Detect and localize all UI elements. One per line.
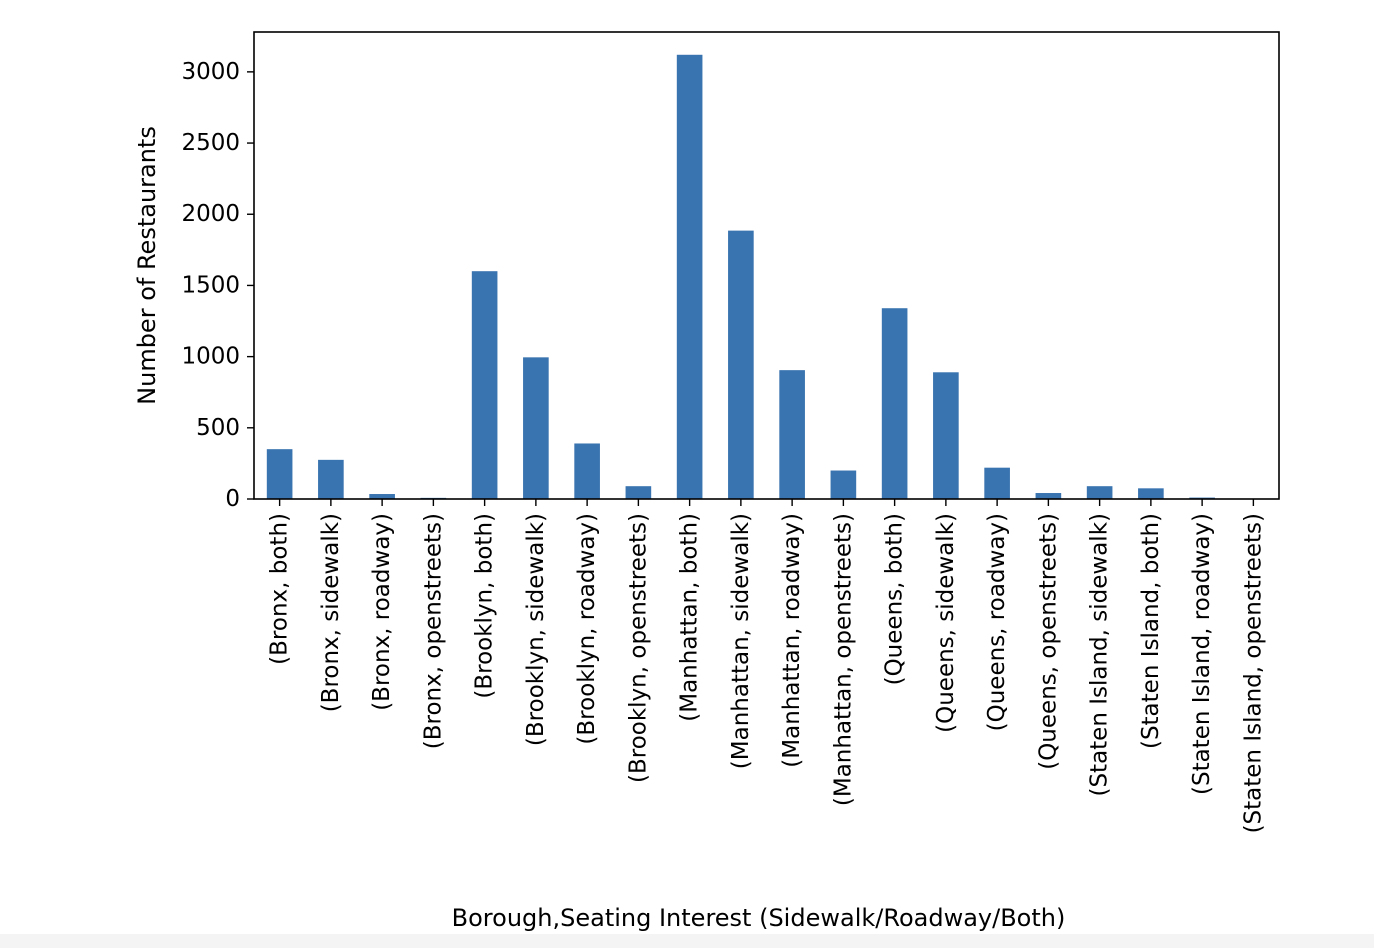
bar	[625, 486, 652, 499]
x-tick-label: (Brooklyn, sidewalk)	[523, 513, 549, 746]
bar	[830, 470, 857, 499]
x-tick-label: (Queens, openstreets)	[1035, 513, 1061, 770]
bars-group	[266, 54, 1267, 499]
x-tick-label: (Bronx, sidewalk)	[318, 513, 344, 712]
x-tick-label: (Staten Island, openstreets)	[1240, 513, 1266, 833]
y-axis-label: Number of Restaurants	[133, 126, 161, 405]
bar	[574, 443, 600, 499]
y-tick-label: 0	[225, 486, 240, 512]
x-tick-label: (Bronx, openstreets)	[420, 513, 446, 749]
x-tick-label: (Manhattan, both)	[677, 513, 703, 722]
bar	[779, 370, 805, 499]
x-tick-label: (Brooklyn, openstreets)	[625, 513, 651, 783]
bar	[523, 357, 549, 499]
x-tick-label: (Queens, both)	[882, 513, 908, 685]
bar	[471, 271, 498, 499]
y-tick-label: 500	[196, 415, 240, 441]
bottom-strip	[0, 934, 1374, 948]
x-tick-label: (Staten Island, roadway)	[1189, 513, 1215, 795]
bar	[676, 54, 703, 499]
x-axis-label: Borough,Seating Interest (Sidewalk/Roadw…	[452, 904, 1066, 932]
x-tick-label: (Manhattan, sidewalk)	[728, 513, 754, 769]
bar	[318, 459, 344, 499]
bar	[369, 494, 395, 499]
x-tick-label: (Brooklyn, roadway)	[574, 513, 600, 745]
x-tick-label: (Bronx, roadway)	[369, 513, 395, 711]
x-tick-label: (Staten Island, sidewalk)	[1087, 513, 1113, 797]
y-axis-ticks: 0 500 1000 1500 2000 2500 3000	[181, 59, 254, 512]
bar	[266, 449, 293, 499]
bar	[881, 308, 908, 499]
x-tick-label: (Manhattan, openstreets)	[830, 513, 856, 806]
bar	[728, 230, 754, 499]
plot-frame	[253, 31, 1280, 500]
y-tick-label: 2000	[181, 201, 240, 227]
x-tick-label: (Queens, sidewalk)	[933, 513, 959, 733]
bar	[1035, 493, 1062, 499]
x-tick-label: (Bronx, both)	[267, 513, 293, 665]
x-tick-label: (Brooklyn, both)	[472, 513, 498, 699]
x-tick-label: (Staten Island, both)	[1138, 513, 1164, 749]
bar	[984, 467, 1010, 499]
y-tick-label: 2500	[181, 130, 240, 156]
bar	[933, 372, 959, 499]
bar	[1138, 488, 1164, 499]
x-tick-label: (Manhattan, roadway)	[779, 513, 805, 768]
bar	[1086, 486, 1113, 499]
y-tick-label: 1500	[181, 272, 240, 298]
y-tick-label: 3000	[181, 59, 240, 85]
y-tick-label: 1000	[181, 344, 240, 370]
x-axis-ticks: (Bronx, both) (Bronx, sidewalk) (Bronx, ro…	[267, 499, 1266, 833]
x-tick-label: (Queens, roadway)	[984, 513, 1010, 731]
